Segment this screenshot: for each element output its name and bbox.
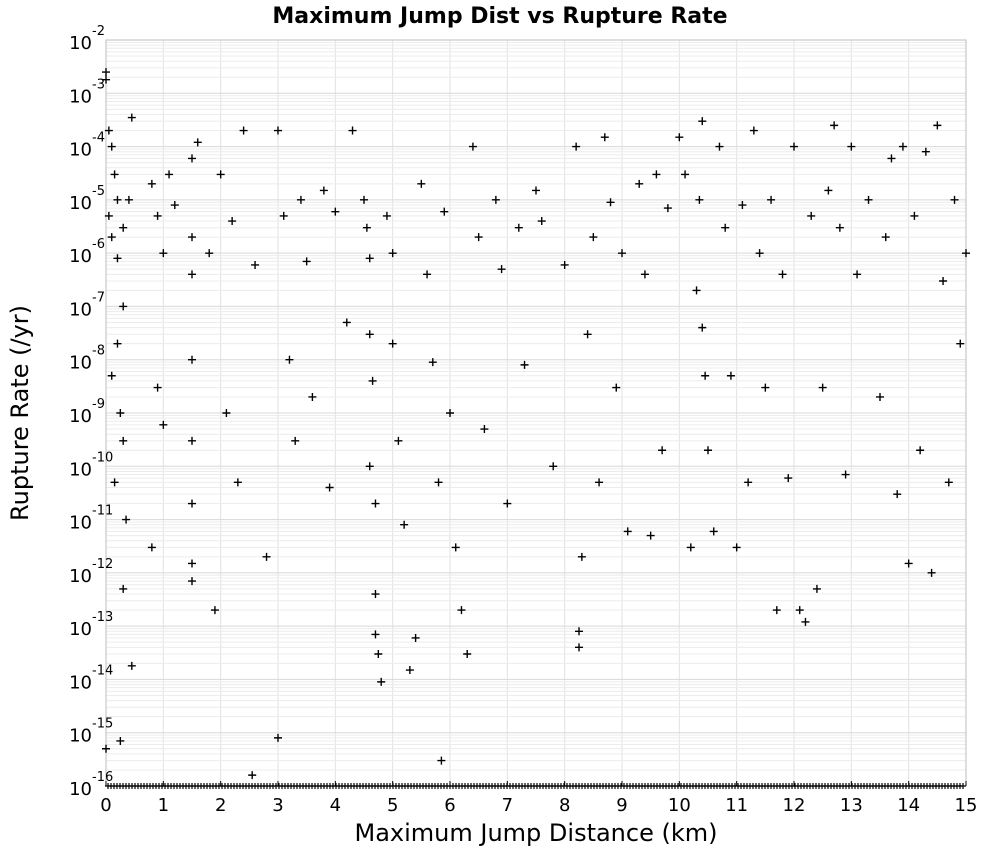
y-tick-exponent: -2 [92,24,105,39]
y-tick-exponent: -13 [92,610,113,625]
y-tick-exponent: -6 [92,237,105,252]
y-tick-label: 10 [69,140,92,161]
x-tick-label: 10 [668,795,691,816]
y-tick-exponent: -3 [92,77,105,92]
x-tick-label: 0 [100,795,111,816]
x-axis-label: Maximum Jump Distance (km) [355,819,718,847]
x-tick-label: 7 [502,795,513,816]
y-tick-label: 10 [69,86,92,107]
y-axis-label: Rupture Rate (/yr) [6,305,34,521]
x-tick-label: 4 [330,795,341,816]
x-tick-label: 15 [955,795,978,816]
y-tick-label: 10 [69,779,92,800]
y-tick-exponent: -9 [92,397,105,412]
y-tick-label: 10 [69,566,92,587]
y-tick-label: 10 [69,353,92,374]
x-tick-label: 6 [444,795,455,816]
y-tick-label: 10 [69,406,92,427]
y-tick-exponent: -12 [92,557,113,572]
y-tick-exponent: -11 [92,504,113,519]
y-tick-label: 10 [69,193,92,214]
y-tick-exponent: -15 [92,717,113,732]
y-tick-label: 10 [69,726,92,747]
y-tick-exponent: -7 [92,290,105,305]
x-tick-label: 13 [840,795,863,816]
x-tick-label: 1 [158,795,169,816]
y-tick-label: 10 [69,299,92,320]
y-tick-label: 10 [69,672,92,693]
x-tick-label: 9 [616,795,627,816]
x-tick-label: 3 [272,795,283,816]
y-tick-exponent: -16 [92,770,113,785]
chart-title: Maximum Jump Dist vs Rupture Rate [272,4,727,29]
y-tick-label: 10 [69,619,92,640]
x-tick-label: 5 [387,795,398,816]
y-tick-exponent: -5 [92,184,105,199]
x-tick-label: 8 [559,795,570,816]
y-tick-exponent: -8 [92,344,105,359]
y-tick-exponent: -4 [92,131,105,146]
x-tick-label: 12 [783,795,806,816]
y-tick-exponent: -10 [92,450,113,465]
x-tick-label: 14 [897,795,920,816]
x-tick-label: 2 [215,795,226,816]
y-tick-label: 10 [69,459,92,480]
y-tick-label: 10 [69,33,92,54]
x-tick-label: 11 [725,795,748,816]
y-tick-label: 10 [69,513,92,534]
y-tick-label: 10 [69,246,92,267]
y-tick-exponent: -14 [92,663,113,678]
